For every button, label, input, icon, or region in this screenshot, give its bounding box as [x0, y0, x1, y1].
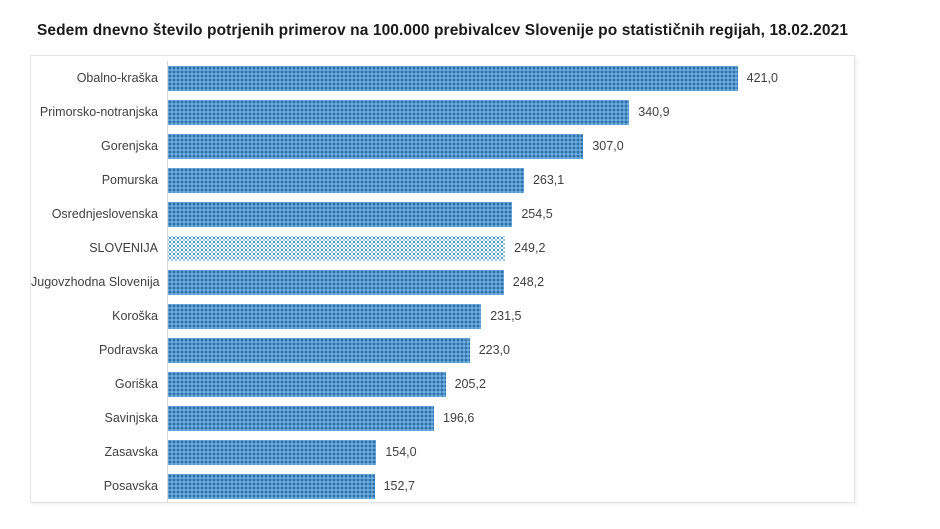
- value-label: 196,6: [443, 411, 475, 425]
- category-label: Savinjska: [104, 411, 159, 425]
- value-label: 421,0: [746, 71, 778, 85]
- plot-cell: 231,5: [167, 299, 854, 333]
- plot-cell: 154,0: [167, 435, 854, 469]
- plot-cell: 248,2: [167, 265, 854, 299]
- value-label: 249,2: [514, 241, 546, 255]
- plot-cell: 263,1: [167, 163, 854, 197]
- chart-row: Podravska 223,0: [31, 333, 854, 367]
- chart-row: Savinjska 196,6: [31, 401, 854, 435]
- plot-cell: 152,7: [167, 469, 854, 503]
- chart-row: Gorenjska 307,0: [31, 129, 854, 163]
- bar: [168, 99, 630, 125]
- plot-cell: 421,0: [167, 61, 854, 95]
- category-label: Pomurska: [101, 173, 158, 187]
- bar-slovenija: [168, 235, 506, 261]
- category-label: Osrednjeslovenska: [51, 207, 158, 221]
- chart-row: Koroška 231,5: [31, 299, 854, 333]
- value-label: 340,9: [638, 105, 670, 119]
- plot-cell: 223,0: [167, 333, 854, 367]
- chart-title: Sedem dnevno število potrjenih primerov …: [36, 22, 849, 39]
- plot-cell: 205,2: [167, 367, 854, 401]
- plot-cell: 340,9: [167, 95, 854, 129]
- chart-row: Obalno-kraška 421,0: [31, 61, 854, 95]
- bar: [168, 201, 513, 227]
- bar: [168, 133, 584, 159]
- category-label: Posavska: [103, 479, 158, 493]
- chart-row: Goriška 205,2: [31, 367, 854, 401]
- chart-row: Osrednjeslovenska 254,5: [31, 197, 854, 231]
- chart-row: Primorsko-notranjska 340,9: [31, 95, 854, 129]
- category-label: Primorsko-notranjska: [39, 105, 158, 119]
- category-label: Zasavska: [104, 445, 159, 459]
- value-label: 307,0: [592, 139, 624, 153]
- plot-cell: 196,6: [167, 401, 854, 435]
- value-label: 248,2: [512, 275, 545, 289]
- category-label: Obalno-kraška: [76, 71, 158, 85]
- category-label: Goriška: [114, 377, 158, 391]
- chart-row: Zasavska 154,0: [31, 435, 854, 469]
- value-label: 223,0: [478, 343, 510, 357]
- category-label-slovenija: SLOVENIJA: [89, 241, 158, 255]
- category-label: Koroška: [112, 309, 158, 323]
- value-label: 154,0: [385, 445, 417, 459]
- plot-cell: 254,5: [167, 197, 854, 231]
- bar: [168, 167, 524, 193]
- value-label: 152,7: [383, 479, 415, 493]
- plot-cell: 249,2: [167, 231, 854, 265]
- category-label: Jugovzhodna Slovenija: [31, 275, 160, 289]
- value-label: 254,5: [521, 207, 553, 221]
- bar: [168, 337, 470, 363]
- chart-row: Posavska 152,7: [31, 469, 854, 503]
- category-label: Gorenjska: [101, 139, 158, 153]
- value-label: 205,2: [454, 377, 486, 391]
- bars-container: Obalno-kraška 421,0 Primorsko-notranjska 34…: [31, 56, 854, 503]
- chart-row-slovenija: SLOVENIJA 249,2: [31, 231, 854, 265]
- chart-row: Pomurska 263,1: [31, 163, 854, 197]
- bar: [168, 269, 504, 295]
- plot-cell: 307,0: [167, 129, 854, 163]
- bar: [168, 371, 446, 397]
- value-label: 263,1: [532, 173, 565, 187]
- chart-area: Obalno-kraška 421,0 Primorsko-notranjska 34…: [30, 55, 855, 503]
- value-label: 231,5: [490, 309, 522, 323]
- bar: [168, 405, 435, 431]
- category-label: Podravska: [98, 343, 158, 357]
- bar: [168, 439, 377, 465]
- bar: [168, 65, 738, 91]
- bar: [168, 303, 482, 329]
- chart-row: Jugovzhodna Slovenija 248,2: [31, 265, 854, 299]
- bar: [168, 473, 375, 499]
